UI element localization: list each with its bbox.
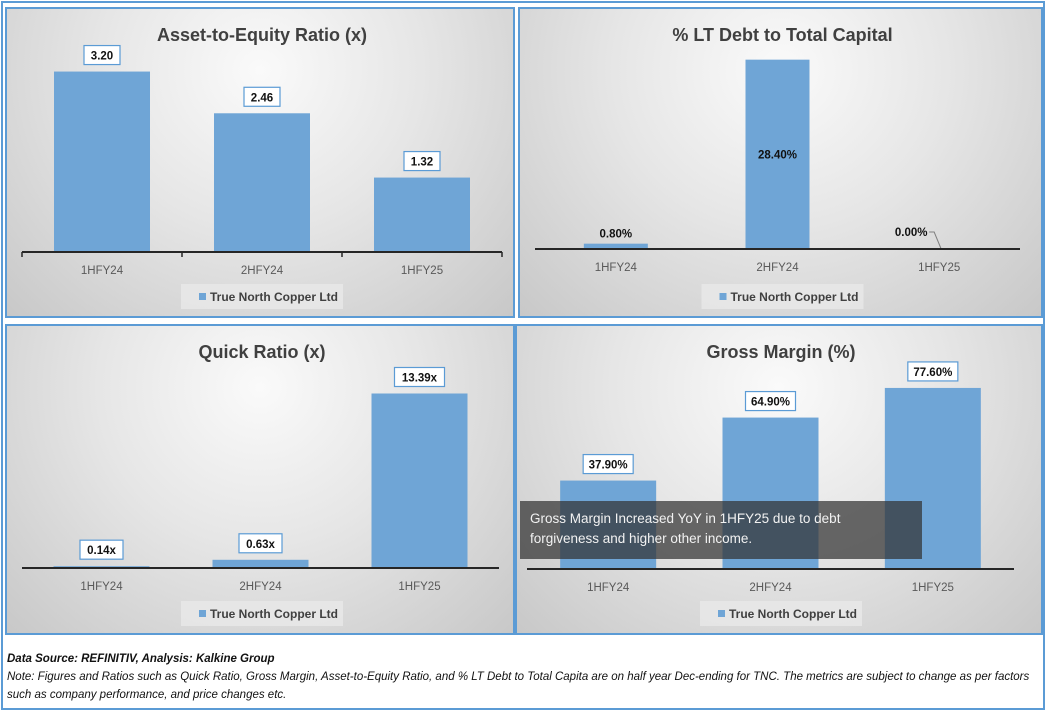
- data-label-box: [393, 366, 446, 388]
- bar-1HFY25: [374, 177, 470, 252]
- chart-title: Gross Margin (%): [706, 342, 855, 362]
- data-label: 2.46: [251, 92, 273, 104]
- x-tick-label: 1HFY25: [918, 262, 960, 274]
- legend-square-icon: [199, 610, 206, 617]
- x-tick-label: 1HFY24: [595, 262, 638, 274]
- chart-title: Quick Ratio (x): [198, 342, 325, 362]
- legend-box: [181, 601, 343, 626]
- legend-box: [701, 284, 864, 309]
- data-label-box: [238, 533, 283, 554]
- data-source: Data Source: REFINITIV, Analysis: Kalkin…: [7, 653, 275, 665]
- chart-panel-lt-debt: % LT Debt to Total Capital 0.80% 1HFY24 28.…: [518, 7, 1043, 318]
- data-label: 3.20: [91, 51, 113, 63]
- legend-label: True North Copper Ltd: [210, 290, 338, 304]
- data-label-box: [79, 539, 124, 560]
- x-tick-label: 2HFY24: [241, 265, 284, 277]
- legend-square-icon: [199, 293, 206, 300]
- legend: True North Copper Ltd: [181, 601, 343, 626]
- bar-1HFY24: [54, 71, 150, 252]
- legend-square-icon: [718, 610, 725, 617]
- bar-1HFY24: [583, 243, 648, 249]
- legend-box: [700, 601, 862, 626]
- footer-note: Note: Figures and Ratios such as Quick R…: [7, 671, 1030, 701]
- x-tick-label: 1HFY25: [401, 265, 443, 277]
- x-tick-label: 1HFY24: [81, 265, 124, 277]
- footer: Data Source: REFINITIV, Analysis: Kalkin…: [7, 650, 1041, 704]
- data-label: 37.90%: [589, 460, 628, 472]
- x-tick-label: 1HFY25: [912, 582, 954, 594]
- data-label: 0.14x: [87, 545, 116, 557]
- data-label-box: [582, 453, 634, 475]
- data-label: 0.80%: [600, 229, 633, 241]
- data-label: 64.90%: [751, 397, 790, 409]
- gross-margin-annotation: Gross Margin Increased YoY in 1HFY25 due…: [520, 501, 922, 559]
- chart-title: % LT Debt to Total Capital: [672, 25, 892, 45]
- bar-2HFY24: [212, 559, 309, 568]
- legend-box: [181, 284, 343, 309]
- data-label: 13.39x: [402, 372, 438, 384]
- legend-label: True North Copper Ltd: [729, 607, 857, 621]
- chart-quick-ratio: Quick Ratio (x) 0.14x 1HFY24 0.63x 2HFY24 13.…: [22, 342, 499, 626]
- data-label: 77.60%: [913, 367, 952, 379]
- data-label: 0.00%: [895, 227, 928, 239]
- legend-square-icon: [719, 293, 727, 300]
- chart-panel-quick-ratio: Quick Ratio (x) 0.14x 1HFY24 0.63x 2HFY24 13.…: [5, 324, 515, 635]
- chart-panel-gross-margin: Gross Margin (%) 37.90% 1HFY24 64.90% 2HFY24…: [515, 324, 1043, 635]
- legend: True North Copper Ltd: [701, 284, 864, 309]
- legend-label: True North Copper Ltd: [731, 290, 859, 304]
- x-tick-label: 2HFY24: [749, 582, 792, 594]
- x-tick-label: 1HFY24: [80, 581, 123, 593]
- chart-panel-asset-equity: Asset-to-Equity Ratio (x) 3.20 1HFY24 2.46 2…: [5, 7, 515, 318]
- data-label: 28.40%: [758, 149, 797, 161]
- leader-line: [929, 231, 942, 250]
- data-label-box: [744, 390, 797, 412]
- bar-2HFY24: [214, 113, 310, 253]
- chart-asset-equity: Asset-to-Equity Ratio (x) 3.20 1HFY24 2.46 2…: [21, 25, 503, 309]
- data-label-box: [83, 44, 121, 66]
- bar-2HFY24: [745, 59, 810, 249]
- data-label-box: [403, 150, 441, 172]
- x-tick-label: 1HFY25: [398, 581, 440, 593]
- legend: True North Copper Ltd: [700, 601, 862, 626]
- bar-1HFY25: [371, 393, 468, 568]
- x-tick-label: 2HFY24: [239, 581, 282, 593]
- legend: True North Copper Ltd: [181, 284, 343, 309]
- data-label: 0.63x: [246, 539, 275, 551]
- data-label-box: [243, 86, 281, 107]
- chart-lt-debt: % LT Debt to Total Capital 0.80% 1HFY24 28.…: [535, 25, 1020, 309]
- chart-title: Asset-to-Equity Ratio (x): [157, 25, 367, 45]
- legend-label: True North Copper Ltd: [210, 607, 338, 621]
- chart-gross-margin: Gross Margin (%) 37.90% 1HFY24 64.90% 2HFY24…: [527, 342, 1014, 626]
- data-label-box: [907, 361, 959, 382]
- x-tick-label: 1HFY24: [587, 582, 630, 594]
- x-tick-label: 2HFY24: [756, 262, 799, 274]
- data-label: 1.32: [411, 157, 433, 169]
